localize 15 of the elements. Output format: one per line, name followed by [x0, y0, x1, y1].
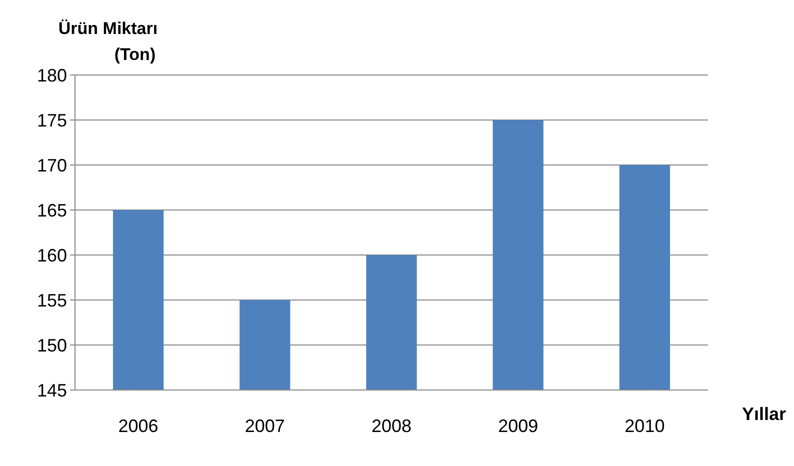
y-tick-label: 165 [36, 200, 67, 220]
x-tick-label: 2010 [624, 416, 665, 436]
y-tick-label: 145 [36, 380, 67, 400]
x-tick-label: 2006 [118, 416, 158, 436]
x-tick-label: 2008 [371, 416, 412, 436]
y-tick-label: 175 [36, 110, 67, 130]
y-tick-label: 180 [36, 65, 67, 86]
x-axis-title: Yıllar [742, 404, 786, 424]
y-tick-label: 160 [36, 245, 67, 266]
x-tick-label: 2007 [244, 416, 285, 436]
y-tick-label: 155 [36, 290, 67, 310]
y-tick-label: 170 [36, 155, 67, 176]
y-tick-label: 150 [36, 335, 67, 356]
x-tick-label: 2009 [498, 416, 538, 436]
y-axis-title: Ürün Miktarı (Ton) [58, 19, 158, 64]
